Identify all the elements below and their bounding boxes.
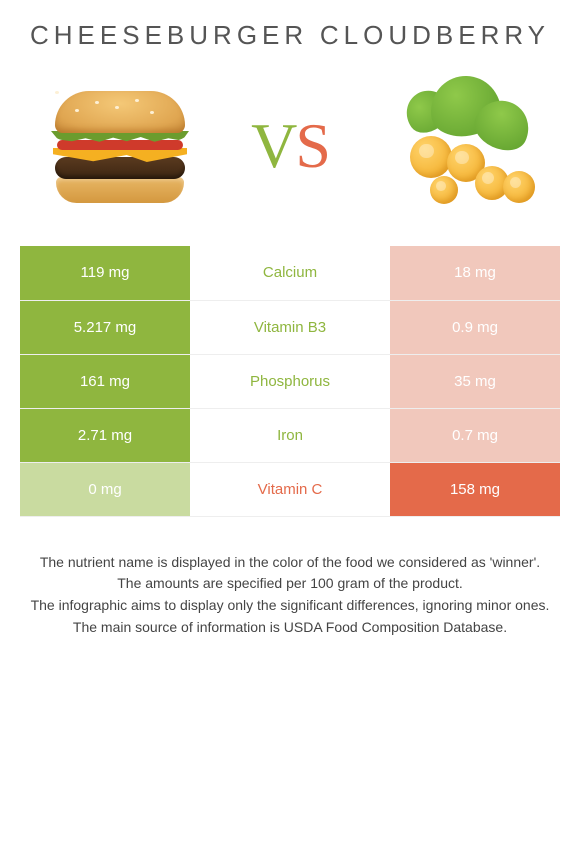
- table-row: 0 mgVitamin C158 mg: [20, 462, 560, 516]
- nutrient-table-body: 119 mgCalcium18 mg5.217 mgVitamin B30.9 …: [20, 246, 560, 516]
- right-value: 18 mg: [390, 246, 560, 300]
- nutrient-name: Calcium: [190, 246, 390, 300]
- nutrient-table: 119 mgCalcium18 mg5.217 mgVitamin B30.9 …: [20, 246, 560, 517]
- footer-line-4: The main source of information is USDA F…: [20, 617, 560, 639]
- cloudberry-icon: [385, 76, 535, 216]
- vs-v: V: [251, 110, 295, 181]
- food-left-title: Cheeseburger: [30, 20, 308, 51]
- left-value: 0 mg: [20, 462, 190, 516]
- cheeseburger-icon: [50, 91, 190, 201]
- images-row: VS: [0, 76, 580, 246]
- left-value: 5.217 mg: [20, 300, 190, 354]
- food-right-image: [370, 76, 550, 216]
- left-value: 2.71 mg: [20, 408, 190, 462]
- footer-line-3: The infographic aims to display only the…: [20, 595, 560, 617]
- nutrient-name: Iron: [190, 408, 390, 462]
- right-value: 35 mg: [390, 354, 560, 408]
- vs-s: S: [295, 110, 329, 181]
- infographic-container: Cheeseburger Cloudberry VS: [0, 0, 580, 844]
- food-right-title: Cloudberry: [320, 20, 550, 51]
- nutrient-name: Vitamin B3: [190, 300, 390, 354]
- header-row: Cheeseburger Cloudberry: [0, 20, 580, 76]
- left-value: 161 mg: [20, 354, 190, 408]
- right-value: 158 mg: [390, 462, 560, 516]
- left-value: 119 mg: [20, 246, 190, 300]
- footer-line-2: The amounts are specified per 100 gram o…: [20, 573, 560, 595]
- nutrient-name: Phosphorus: [190, 354, 390, 408]
- table-row: 161 mgPhosphorus35 mg: [20, 354, 560, 408]
- table-row: 2.71 mgIron0.7 mg: [20, 408, 560, 462]
- nutrient-name: Vitamin C: [190, 462, 390, 516]
- table-row: 119 mgCalcium18 mg: [20, 246, 560, 300]
- food-left-image: [30, 76, 210, 216]
- footer-line-1: The nutrient name is displayed in the co…: [20, 552, 560, 574]
- footer-text: The nutrient name is displayed in the co…: [0, 517, 580, 639]
- vs-label: VS: [251, 109, 329, 183]
- right-value: 0.9 mg: [390, 300, 560, 354]
- table-row: 5.217 mgVitamin B30.9 mg: [20, 300, 560, 354]
- right-value: 0.7 mg: [390, 408, 560, 462]
